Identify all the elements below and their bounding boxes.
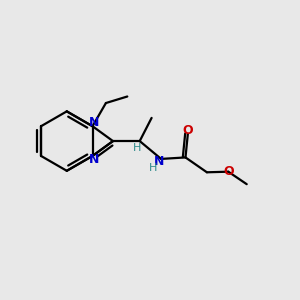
Text: N: N [89,153,99,166]
Text: H: H [148,163,157,173]
Text: N: N [154,155,164,168]
Text: O: O [223,165,234,178]
Text: H: H [133,142,142,153]
Text: O: O [183,124,193,136]
Text: N: N [89,116,99,129]
